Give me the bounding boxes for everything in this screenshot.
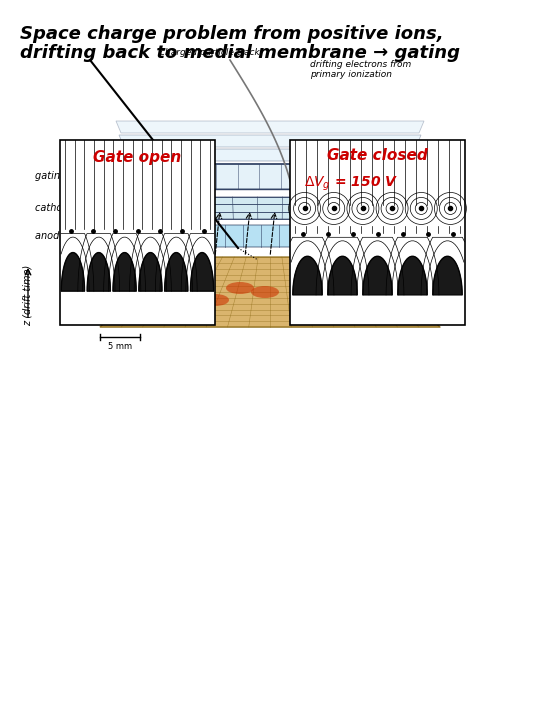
Polygon shape: [398, 256, 427, 295]
Polygon shape: [170, 225, 370, 247]
Polygon shape: [125, 164, 415, 189]
Text: Space charge problem from positive ions,: Space charge problem from positive ions,: [20, 25, 444, 43]
Polygon shape: [191, 253, 214, 291]
Polygon shape: [363, 256, 392, 295]
Text: pad plane: pad plane: [380, 276, 429, 286]
Text: induced clusters
on pad plane: induced clusters on pad plane: [300, 300, 374, 319]
Bar: [290, 140, 465, 325]
Polygon shape: [328, 256, 357, 295]
Text: anode plane: anode plane: [35, 231, 96, 241]
Text: drifting back to medial membrane → gating: drifting back to medial membrane → gatin…: [20, 44, 460, 62]
Polygon shape: [150, 197, 390, 219]
Bar: [60, 140, 215, 325]
Text: Gate closed: Gate closed: [327, 148, 428, 163]
Text: E field: E field: [380, 234, 410, 244]
Polygon shape: [100, 257, 440, 327]
Polygon shape: [119, 135, 421, 147]
Polygon shape: [62, 253, 85, 291]
Ellipse shape: [201, 294, 229, 306]
Polygon shape: [293, 256, 322, 295]
Text: z (drift time): z (drift time): [23, 264, 33, 325]
Polygon shape: [122, 149, 418, 161]
Polygon shape: [165, 253, 188, 291]
Polygon shape: [433, 256, 462, 295]
Polygon shape: [113, 253, 136, 291]
Ellipse shape: [226, 282, 254, 294]
Polygon shape: [87, 253, 110, 291]
Text: drifting electrons from
primary ionization: drifting electrons from primary ionizati…: [310, 60, 411, 79]
Text: $\Delta V_g$ = 150 V: $\Delta V_g$ = 150 V: [304, 175, 399, 193]
Text: 5 mm: 5 mm: [108, 342, 132, 351]
Polygon shape: [139, 253, 162, 291]
Text: charged particle track: charged particle track: [160, 48, 260, 57]
Text: cathode plane: cathode plane: [35, 203, 105, 213]
Polygon shape: [116, 121, 424, 133]
Ellipse shape: [251, 286, 279, 298]
Text: Gate open: Gate open: [93, 150, 181, 165]
Text: gating plane: gating plane: [35, 171, 97, 181]
